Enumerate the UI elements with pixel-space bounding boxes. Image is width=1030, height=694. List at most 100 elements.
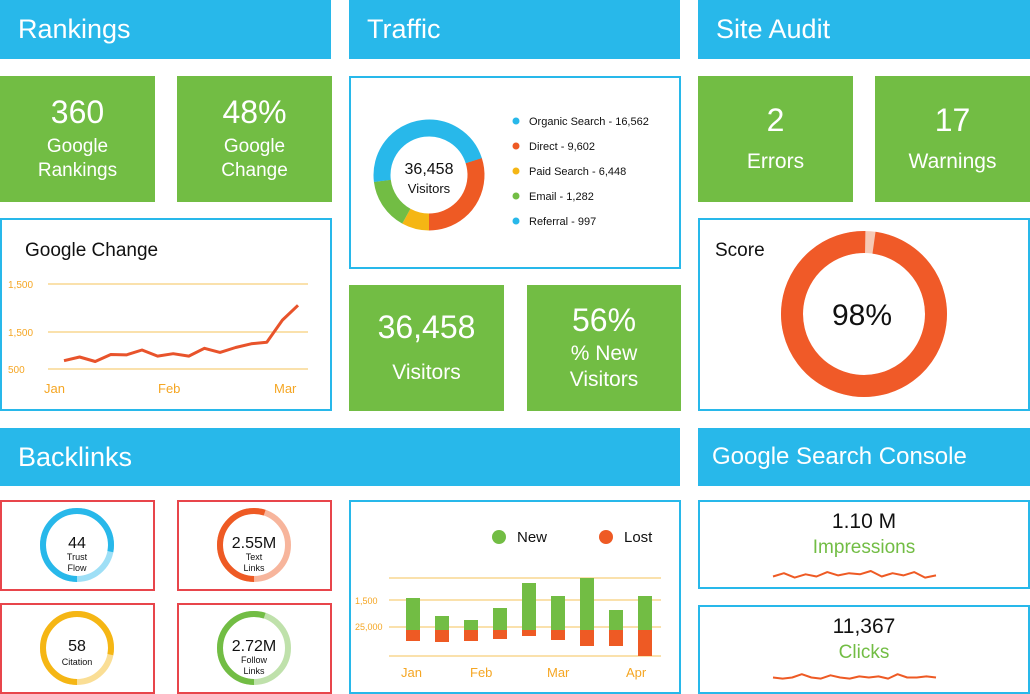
new-visitors-value: 56% bbox=[571, 302, 637, 339]
google-change-chart-title: Google Change bbox=[25, 240, 159, 261]
visitors-tile: 36,458 Visitors bbox=[349, 285, 504, 411]
follow-links-value: 2.72M bbox=[232, 638, 276, 655]
errors-tile: 2 Errors bbox=[698, 76, 853, 202]
new-visitors-tile: 56% % New Visitors bbox=[527, 285, 681, 411]
header-google-search-console: Google Search Console bbox=[698, 428, 1030, 486]
google-rankings-tile: 360 Google Rankings bbox=[0, 76, 155, 202]
warnings-value: 17 bbox=[934, 102, 971, 139]
legend-label: Email - 1,282 bbox=[529, 191, 594, 203]
x-tick-label: Jan bbox=[401, 665, 422, 680]
bar-lost bbox=[522, 630, 536, 636]
warnings-label: Warnings bbox=[908, 150, 997, 174]
follow-links-card: 2.72M Follow Links bbox=[177, 603, 332, 694]
traffic-donut-chart: 36,458 Visitors Organic Search - 16,562 D… bbox=[373, 116, 649, 231]
bar-new bbox=[406, 598, 420, 630]
x-tick-label: Mar bbox=[274, 381, 297, 396]
traffic-donut-panel: 36,458 Visitors Organic Search - 16,562 D… bbox=[349, 76, 681, 269]
citation-ring: 58 Citation bbox=[40, 611, 114, 685]
clicks-label: Clicks bbox=[838, 642, 890, 663]
ring-arc bbox=[217, 611, 291, 685]
bar-lost bbox=[464, 630, 478, 641]
google-rankings-label-1: Google bbox=[46, 136, 109, 158]
errors-label: Errors bbox=[746, 150, 805, 174]
bar-new bbox=[522, 583, 536, 630]
bar-new bbox=[464, 620, 478, 630]
score-title: Score bbox=[715, 240, 765, 261]
bar-new bbox=[638, 596, 652, 630]
y-tick-label: 25,000 bbox=[355, 622, 383, 632]
y-tick-label: 1,500 bbox=[8, 280, 33, 291]
google-change-label-1: Google bbox=[223, 136, 286, 158]
traffic-legend: Organic Search - 16,562 Direct - 9,602 Pai… bbox=[512, 116, 649, 228]
x-tick-label: Feb bbox=[470, 665, 492, 680]
backlinks-bar-chart-panel: New Lost 1,500 25,000 Jan Feb Mar Apr bbox=[349, 500, 681, 694]
legend-swatch bbox=[512, 167, 520, 175]
legend-lost-swatch bbox=[599, 530, 613, 544]
legend-new-swatch bbox=[492, 530, 506, 544]
legend-label: Organic Search - 16,562 bbox=[529, 116, 649, 128]
header-traffic: Traffic bbox=[349, 0, 680, 59]
bar-lost bbox=[609, 630, 623, 646]
bar-lost bbox=[435, 630, 449, 642]
visitors-value: 36,458 bbox=[377, 309, 476, 346]
follow-links-label-1: Follow bbox=[241, 655, 268, 665]
ring-arc bbox=[217, 508, 291, 582]
google-change-tile: 48% Google Change bbox=[177, 76, 332, 202]
y-tick-label: 1,500 bbox=[355, 596, 378, 606]
donut-center-label: Visitors bbox=[408, 181, 451, 196]
bar-lost bbox=[406, 630, 420, 641]
legend-swatch bbox=[512, 142, 520, 150]
follow-links-label-2: Links bbox=[243, 666, 265, 676]
text-links-label-1: Text bbox=[246, 552, 263, 562]
google-change-chart-panel: Google Change 1,500 1,500 500 Jan Feb Ma… bbox=[0, 218, 332, 411]
trust-flow-ring: 44 Trust Flow bbox=[40, 508, 114, 582]
bar-lost bbox=[551, 630, 565, 640]
donut-center-value: 36,458 bbox=[405, 161, 454, 178]
ring-arc bbox=[40, 508, 114, 582]
header-site-audit: Site Audit bbox=[698, 0, 1030, 59]
clicks-sparkline bbox=[772, 673, 937, 680]
follow-links-ring: 2.72M Follow Links bbox=[217, 611, 291, 685]
legend-swatch bbox=[512, 217, 520, 225]
bar-new bbox=[435, 616, 449, 630]
google-rankings-label-2: Rankings bbox=[37, 160, 118, 182]
text-links-label-2: Links bbox=[243, 563, 265, 573]
clicks-value: 11,367 bbox=[832, 615, 896, 638]
legend-swatch bbox=[512, 192, 520, 200]
legend-swatch bbox=[512, 117, 520, 125]
score-ring: 98% bbox=[781, 231, 947, 397]
donut-slice bbox=[373, 119, 485, 231]
backlinks-bar-chart: New Lost 1,500 25,000 Jan Feb Mar Apr bbox=[355, 529, 661, 680]
trust-flow-label-1: Trust bbox=[67, 552, 88, 562]
citation-value: 58 bbox=[68, 638, 86, 655]
google-change-line-chart: 1,500 1,500 500 Jan Feb Mar bbox=[8, 280, 308, 396]
sparkline bbox=[772, 673, 937, 680]
text-links-value: 2.55M bbox=[232, 535, 276, 552]
google-change-label-2: Change bbox=[221, 160, 288, 182]
bar-new bbox=[493, 608, 507, 630]
bar-lost bbox=[638, 630, 652, 656]
legend-label: Paid Search - 6,448 bbox=[529, 166, 626, 178]
citation-label: Citation bbox=[62, 657, 93, 667]
text-links-ring: 2.55M Text Links bbox=[217, 508, 291, 582]
trust-flow-card: 44 Trust Flow bbox=[0, 500, 155, 591]
x-tick-label: Mar bbox=[547, 665, 570, 680]
bar-new bbox=[609, 610, 623, 630]
header-backlinks: Backlinks bbox=[0, 428, 680, 486]
trust-flow-label-2: Flow bbox=[67, 563, 87, 573]
citation-card: 58 Citation bbox=[0, 603, 155, 694]
clicks-card: 11,367 Clicks bbox=[698, 605, 1030, 694]
x-tick-label: Apr bbox=[626, 665, 647, 680]
legend-label: Referral - 997 bbox=[529, 216, 596, 228]
trust-flow-value: 44 bbox=[68, 535, 86, 552]
impressions-card: 1.10 M Impressions bbox=[698, 500, 1030, 589]
google-change-line bbox=[63, 304, 300, 363]
bar-lost bbox=[580, 630, 594, 646]
google-rankings-value: 360 bbox=[50, 94, 105, 131]
header-rankings: Rankings bbox=[0, 0, 331, 59]
score-panel: Score 98% bbox=[698, 218, 1030, 411]
x-tick-label: Feb bbox=[158, 381, 180, 396]
impressions-value: 1.10 M bbox=[831, 510, 897, 533]
legend-new-label: New bbox=[517, 529, 547, 546]
